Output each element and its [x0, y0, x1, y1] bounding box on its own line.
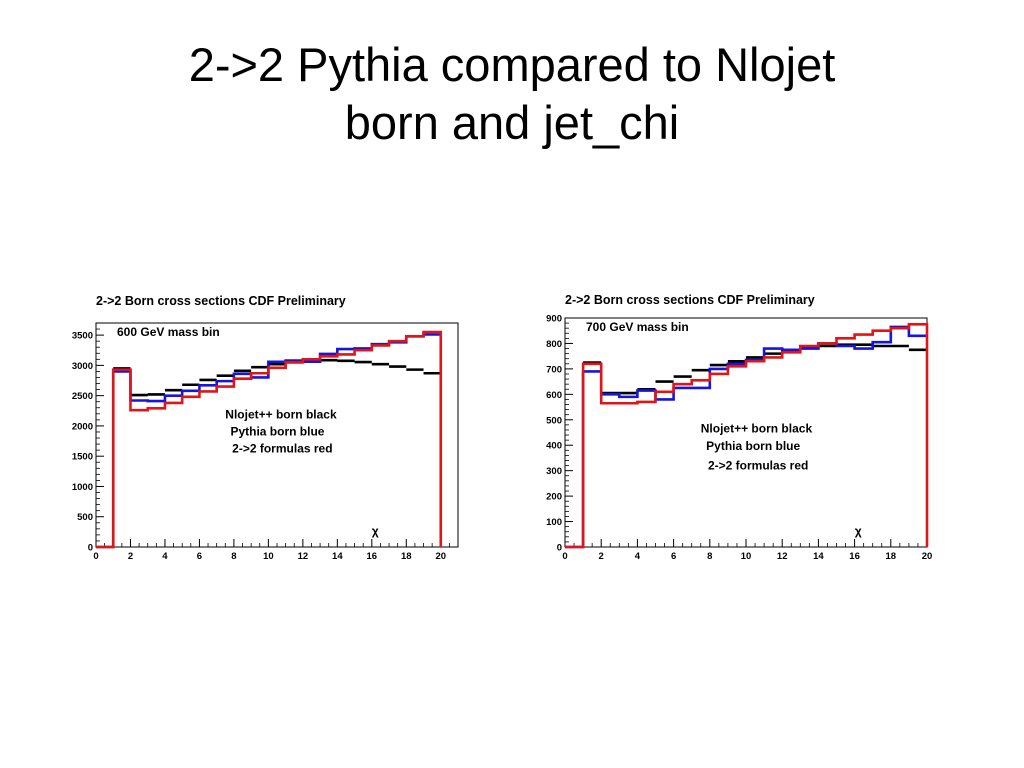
histogram-black — [113, 358, 441, 397]
y-tick-label: 600 — [546, 390, 562, 401]
legend-annotation: Nlojet++ born black — [701, 422, 813, 436]
chart-600gev: 2->2 Born cross sections CDF Preliminary… — [72, 294, 459, 562]
x-tick-label: 0 — [562, 551, 567, 562]
y-tick-label: 400 — [546, 441, 562, 452]
mass-bin-label: 600 GeV mass bin — [117, 325, 220, 339]
x-tick-label: 18 — [401, 551, 412, 562]
histogram-red — [96, 330, 443, 549]
slide-title-line-2: born and jet_chi — [344, 96, 680, 149]
x-tick-label: 16 — [367, 551, 378, 562]
x-tick-label: 6 — [671, 551, 676, 562]
x-tick-label: 18 — [886, 551, 897, 562]
mass-bin-label: 700 GeV mass bin — [586, 320, 689, 334]
x-tick-label: 6 — [197, 551, 202, 562]
slide-title: 2->2 Pythia compared to Nlojet born and … — [0, 36, 1024, 152]
x-tick-label: 8 — [231, 551, 236, 562]
x-tick-label: 16 — [849, 551, 860, 562]
x-tick-label: 10 — [741, 551, 752, 562]
x-tick-label: 2 — [128, 551, 133, 562]
chart-title: 2->2 Born cross sections CDF Preliminary — [565, 293, 815, 307]
legend-annotation: 2->2 formulas red — [232, 442, 332, 456]
histogram-red — [565, 323, 929, 549]
legend-annotation: 2->2 formulas red — [708, 459, 808, 473]
y-tick-label: 0 — [88, 543, 93, 554]
x-tick-label: 0 — [93, 551, 98, 562]
legend-annotation: Pythia born blue — [706, 439, 800, 453]
histogram-blue — [565, 325, 927, 549]
y-tick-label: 700 — [546, 364, 562, 375]
y-tick-label: 100 — [546, 517, 562, 528]
y-tick-label: 900 — [546, 314, 562, 325]
x-axis-label: χ — [855, 524, 862, 538]
x-tick-label: 20 — [435, 551, 446, 562]
x-axis-label: χ — [372, 524, 379, 538]
histogram-black — [583, 343, 927, 395]
y-tick-label: 1000 — [72, 482, 93, 493]
x-tick-label: 2 — [599, 551, 604, 562]
y-tick-label: 1500 — [72, 452, 93, 463]
y-tick-label: 2000 — [72, 421, 93, 432]
y-tick-label: 2500 — [72, 391, 93, 402]
y-tick-label: 800 — [546, 339, 562, 350]
y-tick-label: 0 — [557, 543, 562, 554]
slide-title-line-1: 2->2 Pythia compared to Nlojet — [188, 38, 836, 91]
y-tick-label: 3500 — [72, 331, 93, 342]
chart-700gev: 2->2 Born cross sections CDF Preliminary… — [546, 293, 933, 562]
x-tick-label: 12 — [298, 551, 309, 562]
legend-annotation: Pythia born blue — [230, 425, 324, 439]
x-tick-label: 4 — [162, 551, 168, 562]
y-tick-label: 500 — [546, 415, 562, 426]
y-tick-label: 300 — [546, 466, 562, 477]
y-tick-label: 200 — [546, 492, 562, 503]
x-tick-label: 14 — [332, 551, 343, 562]
x-tick-label: 10 — [263, 551, 274, 562]
x-tick-label: 4 — [635, 551, 641, 562]
x-tick-label: 12 — [777, 551, 788, 562]
legend-annotation: Nlojet++ born black — [225, 408, 337, 422]
x-tick-label: 14 — [813, 551, 824, 562]
x-tick-label: 8 — [707, 551, 712, 562]
y-tick-label: 3000 — [72, 361, 93, 372]
x-tick-label: 20 — [922, 551, 933, 562]
chart-title: 2->2 Born cross sections CDF Preliminary — [96, 294, 346, 308]
y-tick-label: 500 — [77, 512, 93, 523]
